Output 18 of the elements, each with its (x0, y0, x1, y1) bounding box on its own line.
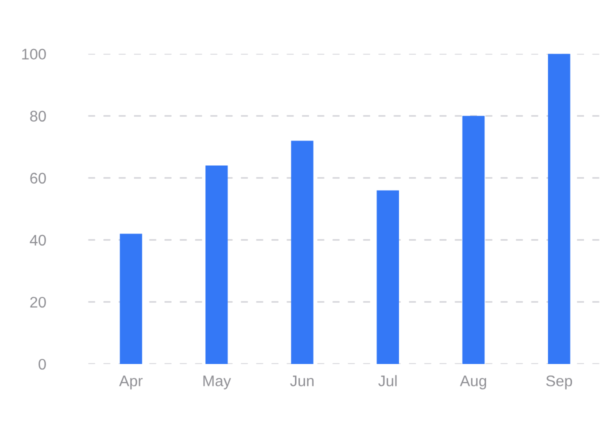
bar (291, 140, 314, 364)
x-tick-label: Aug (460, 376, 486, 390)
y-tick-label: 0 (38, 358, 46, 370)
y-tick-label: 80 (30, 110, 46, 122)
y-tick-label: 100 (22, 48, 46, 60)
x-tick-label: Apr (119, 376, 143, 390)
bar (462, 116, 485, 364)
y-tick-label: 40 (30, 234, 46, 246)
bar (120, 234, 142, 364)
x-tick-label: Sep (546, 375, 572, 390)
y-tick-label: 20 (30, 296, 46, 308)
x-tick-label: May (203, 376, 232, 390)
bar (376, 190, 399, 364)
x-tick-label: Jun (290, 376, 314, 386)
x-tick-label: Jul (378, 375, 397, 386)
y-tick-label: 60 (30, 172, 46, 184)
bar (205, 166, 228, 364)
bar (548, 54, 570, 364)
